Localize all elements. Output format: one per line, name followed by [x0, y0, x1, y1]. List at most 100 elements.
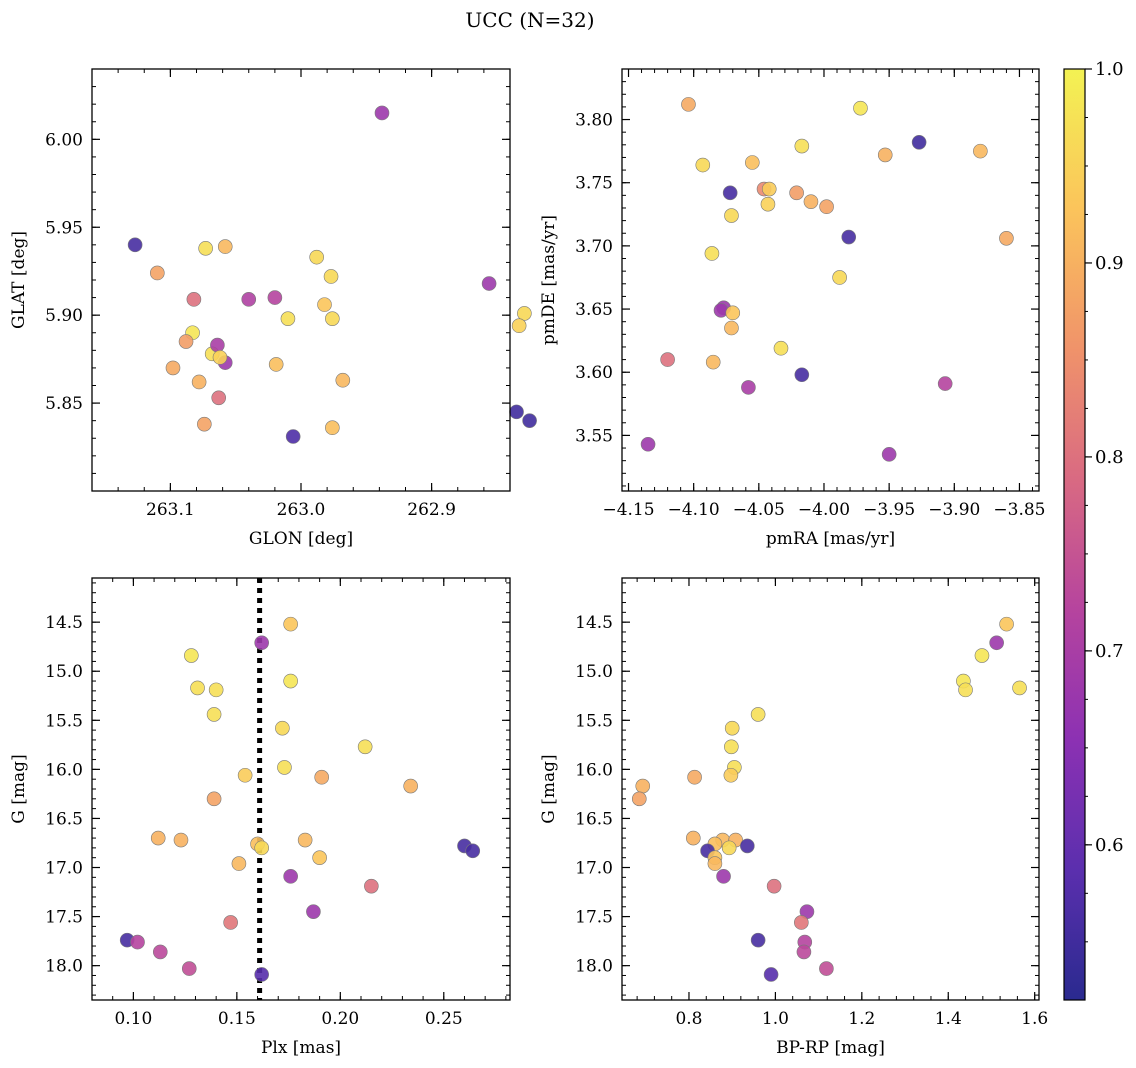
- x-tick-label: 0.8: [675, 1009, 702, 1029]
- y-tick-label: 15.0: [45, 662, 83, 682]
- scatter-point: [522, 413, 537, 428]
- scatter-point: [150, 265, 165, 281]
- y-tick-label: 16.5: [575, 809, 613, 829]
- scatter-point: [130, 934, 145, 950]
- scatter-point: [364, 878, 379, 894]
- scatter-point: [999, 616, 1014, 632]
- scatter-point: [150, 830, 166, 846]
- scatter-point: [819, 199, 834, 215]
- y-axis-label: pmDE [mas/yr]: [539, 215, 559, 345]
- x-tick-label: 0.15: [218, 1009, 256, 1029]
- scatter-point: [750, 932, 766, 948]
- scatter-point: [403, 778, 418, 794]
- scatter-point: [268, 357, 284, 372]
- scatter-point: [312, 850, 327, 865]
- scatter-point: [660, 352, 675, 367]
- scatter-point: [721, 840, 737, 856]
- x-tick-label: 0.10: [114, 1009, 152, 1029]
- y-axis-label: GLAT [deg]: [9, 231, 29, 329]
- scatter-point: [760, 196, 776, 212]
- scatter-point: [325, 311, 340, 326]
- scatter-point: [277, 760, 292, 775]
- scatter-point: [197, 416, 212, 432]
- y-tick-label: 15.5: [45, 711, 83, 731]
- scatter-point: [881, 447, 897, 462]
- scatter-point: [794, 138, 810, 154]
- y-tick-label: 3.80: [575, 111, 613, 131]
- x-tick-label: −4.10: [668, 500, 720, 520]
- scatter-point: [335, 372, 351, 388]
- scatter-point: [184, 648, 199, 663]
- scatter-point: [231, 856, 247, 871]
- scatter-point: [280, 311, 296, 326]
- scatter-point: [267, 290, 283, 305]
- scatter-point: [178, 334, 194, 349]
- scatter-point: [686, 830, 701, 846]
- scatter-point: [937, 376, 953, 391]
- scatter-point: [973, 143, 988, 159]
- colorbar-tick-label: 1.0: [1095, 59, 1124, 80]
- x-tick-label: 0.25: [425, 1009, 463, 1029]
- y-tick-label: 16.0: [575, 760, 613, 780]
- y-tick-label: 3.60: [575, 363, 613, 383]
- scatter-point: [740, 838, 755, 854]
- scatter-point: [796, 944, 812, 960]
- scatter-point: [725, 305, 741, 321]
- scatter-point: [794, 367, 810, 383]
- scatter-point: [275, 720, 290, 736]
- x-tick-label: 1.6: [1021, 1009, 1048, 1029]
- y-tick-label: 18.0: [45, 957, 83, 977]
- scatter-point: [832, 270, 847, 285]
- scatter-point: [309, 249, 324, 265]
- scatter-point: [695, 157, 711, 173]
- y-tick-label: 3.75: [575, 174, 613, 194]
- scatter-point: [999, 231, 1014, 246]
- x-tick-label: 1.2: [848, 1009, 875, 1029]
- scatter-point: [989, 635, 1004, 651]
- x-tick-label: −4.15: [602, 500, 654, 520]
- scatter-point: [317, 297, 332, 312]
- x-axis-label: GLON [deg]: [249, 529, 353, 549]
- scatter-point: [191, 374, 207, 390]
- panel-glon-glat: 262.9 263.0 263.1 5.85 5.90 5.95 6.00 GLON [deg…: [9, 68, 537, 549]
- axes-frame: [621, 68, 1040, 492]
- x-axis-label: BP-RP [mag]: [776, 1038, 885, 1058]
- scatter-point: [283, 616, 298, 632]
- scatter-point: [186, 292, 202, 307]
- y-tick-label: 14.5: [575, 613, 613, 633]
- panel-bprp-g: 0.8 1.0 1.2 1.4 1.6 14.5 15.0 15.5 16.0 16.5 17.0 1…: [539, 577, 1048, 1058]
- y-tick-label: 14.5: [45, 613, 83, 633]
- scatter-point: [190, 680, 205, 696]
- scatter-point: [208, 682, 224, 698]
- panel-pmra-pmde: −4.15 −4.10 −4.05 −4.00 −3.95 −3.90 −3.85 3.55 3…: [539, 68, 1046, 549]
- scatter-point: [314, 769, 329, 785]
- scatter-point: [165, 360, 181, 376]
- scatter-point: [911, 134, 927, 150]
- y-tick-label: 15.5: [575, 711, 613, 731]
- scatter-point: [481, 276, 497, 291]
- x-axis-label: Plx [mas]: [261, 1038, 341, 1058]
- scatter-point: [723, 767, 739, 783]
- scatter-point: [127, 237, 143, 253]
- x-tick-label: −4.05: [733, 500, 785, 520]
- y-tick-label: 17.5: [575, 908, 613, 928]
- scatter-point: [853, 100, 868, 116]
- scatter-point: [283, 869, 298, 884]
- scatter-point: [763, 967, 779, 982]
- scatter-point: [306, 904, 321, 919]
- scatter-point: [724, 320, 739, 336]
- scatter-point: [1012, 680, 1027, 696]
- x-axis-label: pmRA [mas/yr]: [766, 529, 895, 549]
- scatter-point: [237, 767, 253, 783]
- x-tick-label: 262.9: [407, 500, 456, 520]
- colorbar-tick-label: 0.8: [1095, 447, 1124, 468]
- scatter-point: [704, 246, 720, 261]
- scatter-point: [198, 241, 213, 256]
- scatter-point: [210, 337, 225, 353]
- scatter-point: [285, 429, 301, 444]
- scatter-point: [206, 791, 222, 807]
- colorbar: 0.6 0.7 0.8 0.9 1.0: [1063, 59, 1124, 1001]
- scatter-point: [323, 269, 339, 284]
- scatter-point: [173, 832, 189, 848]
- y-tick-label: 3.55: [575, 426, 613, 446]
